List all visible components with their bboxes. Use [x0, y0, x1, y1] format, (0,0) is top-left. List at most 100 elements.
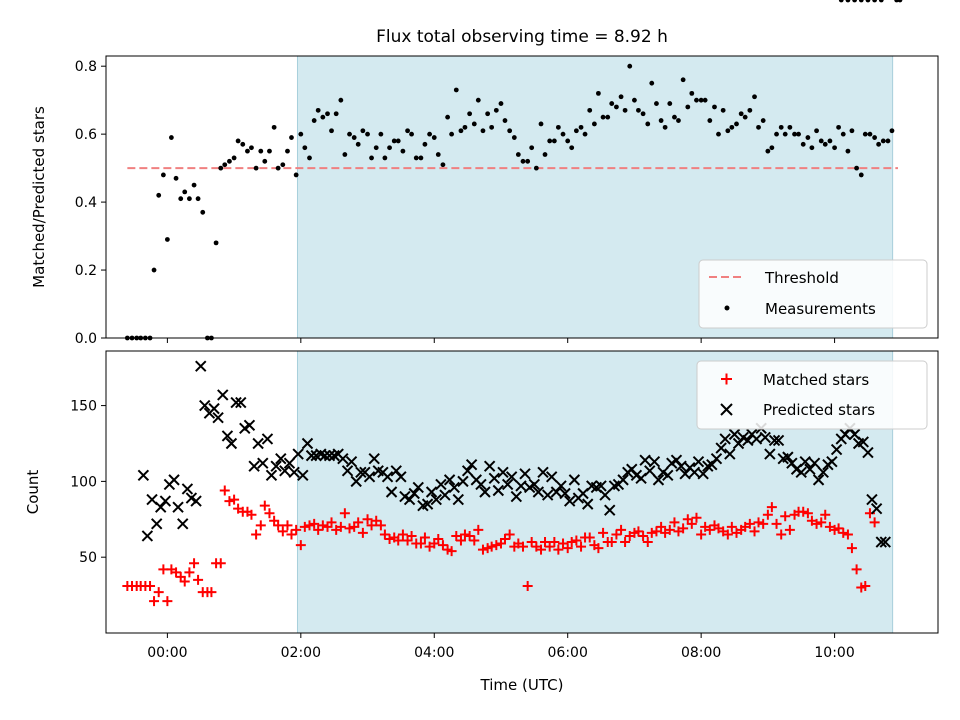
matched-stars-point — [753, 517, 764, 528]
matched-stars-point — [291, 524, 302, 535]
predicted-stars-point — [639, 454, 651, 466]
matched-stars-point — [696, 529, 707, 540]
measurement-point — [838, 0, 844, 3]
bottom-y-ticks: 50 100 150 — [70, 399, 106, 566]
matched-stars-point — [816, 517, 827, 528]
predicted-stars-point — [439, 489, 451, 501]
measurement-point — [591, 121, 597, 127]
measurement-point — [809, 145, 815, 151]
predicted-stars-point — [555, 480, 567, 492]
matched-stars-point — [459, 529, 470, 540]
predicted-stars-point — [319, 449, 331, 462]
matched-stars-point — [469, 535, 480, 546]
matched-stars-point — [780, 511, 791, 522]
predicted-stars-point — [297, 469, 309, 482]
predicted-stars-point — [355, 466, 367, 478]
matched-stars-point — [842, 529, 853, 540]
measurement-point — [213, 240, 219, 246]
legend-measurements-label: Measurements — [765, 300, 876, 318]
predicted-stars-point — [537, 466, 549, 478]
matched-stars-point — [851, 564, 862, 575]
matched-stars-point — [686, 518, 697, 529]
measurement-point — [507, 128, 513, 134]
matched-stars-point — [184, 567, 195, 578]
measurement-point — [267, 148, 272, 154]
matched-stars-point — [584, 532, 595, 543]
measurement-point — [258, 148, 264, 154]
measurement-point — [280, 162, 286, 168]
predicted-stars-point — [225, 437, 238, 450]
predicted-stars-point — [270, 460, 282, 472]
predicted-stars-point — [235, 396, 247, 409]
measurement-point — [467, 111, 473, 117]
predicted-stars-point — [350, 475, 362, 488]
matched-stars-point — [335, 521, 346, 532]
predicted-stars-point — [692, 455, 705, 468]
y-tick-label: 150 — [70, 399, 97, 415]
predicted-stars-point — [195, 360, 207, 372]
predicted-stars-point — [479, 486, 491, 498]
measurement-point — [729, 124, 735, 130]
measurement-point — [307, 155, 312, 161]
bottom-axes-frame — [105, 350, 939, 634]
predicted-stars-point — [808, 457, 821, 469]
bottom-x-ticks: 00:00 02:00 04:00 06:00 08:00 10:00 — [147, 633, 855, 661]
measurement-point — [862, 131, 868, 137]
predicted-stars-point — [795, 466, 807, 478]
measurement-point — [818, 138, 824, 144]
matched-stars-point — [486, 541, 497, 552]
measurement-point — [160, 172, 166, 178]
matched-stars-point — [362, 514, 373, 525]
measurement-point — [164, 237, 170, 242]
measurement-point — [800, 141, 806, 147]
predicted-stars-point — [221, 430, 234, 442]
measurement-point — [600, 114, 606, 120]
predicted-stars-point — [363, 471, 376, 483]
matched-stars-point — [149, 596, 160, 607]
measurement-point — [293, 172, 299, 178]
measurement-point — [747, 107, 753, 113]
matched-stars-point — [313, 524, 324, 535]
measurement-point — [716, 131, 721, 137]
predicted-stars-point — [515, 480, 527, 492]
matched-stars-point — [651, 526, 662, 537]
measurement-point — [876, 141, 882, 147]
matched-stars-point — [593, 543, 604, 554]
measurement-point — [378, 131, 384, 137]
predicted-stars-point — [662, 469, 674, 482]
measurement-point — [662, 124, 668, 130]
predicted-stars-point — [279, 465, 291, 477]
measurement-point — [845, 0, 851, 3]
predicted-stars-point — [435, 478, 447, 491]
y-tick-label: 50 — [79, 550, 97, 566]
matched-stars-point — [206, 587, 217, 598]
predicted-stars-point — [461, 465, 474, 477]
predicted-stars-point — [465, 459, 478, 471]
measurement-point — [320, 114, 326, 120]
matched-stars-point — [277, 526, 288, 537]
top-panel: 0.00.20.40.60.8 Matched/Predicted stars … — [30, 0, 939, 347]
matched-stars-point — [536, 544, 547, 555]
predicted-stars-point — [772, 434, 785, 447]
measurement-point — [520, 158, 526, 164]
x-tick-label: 00:00 — [147, 645, 187, 661]
measurement-point — [854, 165, 860, 171]
measurement-point — [565, 138, 571, 144]
predicted-stars-point — [697, 468, 709, 480]
predicted-stars-point — [488, 472, 501, 485]
matched-stars-point — [762, 509, 773, 520]
measurement-point — [645, 121, 651, 127]
matched-stars-point — [766, 502, 777, 513]
predicted-stars-point — [425, 486, 438, 498]
measurement-point — [538, 121, 544, 127]
predicted-stars-point — [199, 399, 211, 412]
measurement-point — [347, 131, 352, 137]
measurement-point — [609, 101, 615, 106]
predicted-stars-point — [395, 471, 407, 483]
predicted-stars-point — [688, 466, 701, 478]
measurement-point — [515, 152, 521, 157]
top-axes-frame — [105, 55, 939, 339]
predicted-stars-point — [137, 469, 150, 482]
predicted-stars-point — [492, 484, 505, 497]
matched-stars-point — [576, 541, 587, 552]
